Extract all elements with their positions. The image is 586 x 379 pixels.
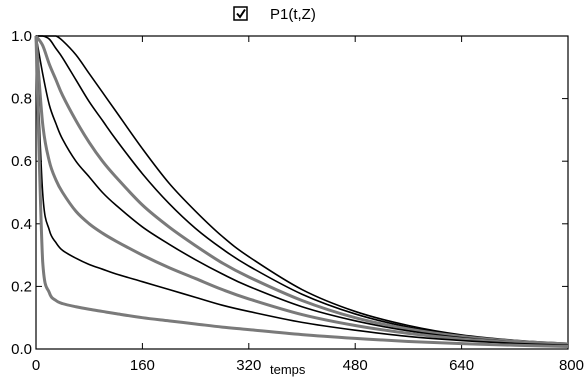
- series-line-4: [35, 35, 569, 346]
- x-tick-label-3: 480: [343, 357, 368, 374]
- y-tick-label-4: 0.8: [11, 91, 32, 108]
- x-axis-title: temps: [270, 362, 306, 377]
- y-tick-label-2: 0.4: [11, 216, 32, 233]
- y-axis: 0.0 0.2 0.4 0.6 0.8 1.0: [11, 28, 568, 358]
- y-tick-label-1: 0.2: [11, 278, 32, 295]
- series-line-6: [35, 35, 569, 347]
- series-line-1: [36, 35, 569, 345]
- plot-area: [35, 35, 569, 350]
- legend-label: P1(t,Z): [270, 6, 316, 23]
- x-axis: 0 160 320 480 640 800: [32, 36, 584, 374]
- legend: P1(t,Z): [233, 6, 316, 23]
- series-line-3: [34, 35, 569, 346]
- series-line-2: [36, 35, 569, 345]
- check-icon: [236, 8, 246, 19]
- series-layer: [34, 35, 569, 348]
- x-tick-label-5: 800: [559, 357, 584, 374]
- x-tick-label-1: 160: [130, 357, 155, 374]
- y-tick-label-3: 0.6: [11, 153, 32, 170]
- x-tick-label-2: 320: [236, 357, 261, 374]
- x-tick-label-4: 640: [449, 357, 474, 374]
- series-line-7: [34, 35, 569, 348]
- series-line-5: [34, 35, 569, 347]
- y-tick-label-5: 1.0: [11, 28, 32, 45]
- y-tick-label-0: 0.0: [11, 341, 32, 358]
- x-tick-label-0: 0: [32, 357, 40, 374]
